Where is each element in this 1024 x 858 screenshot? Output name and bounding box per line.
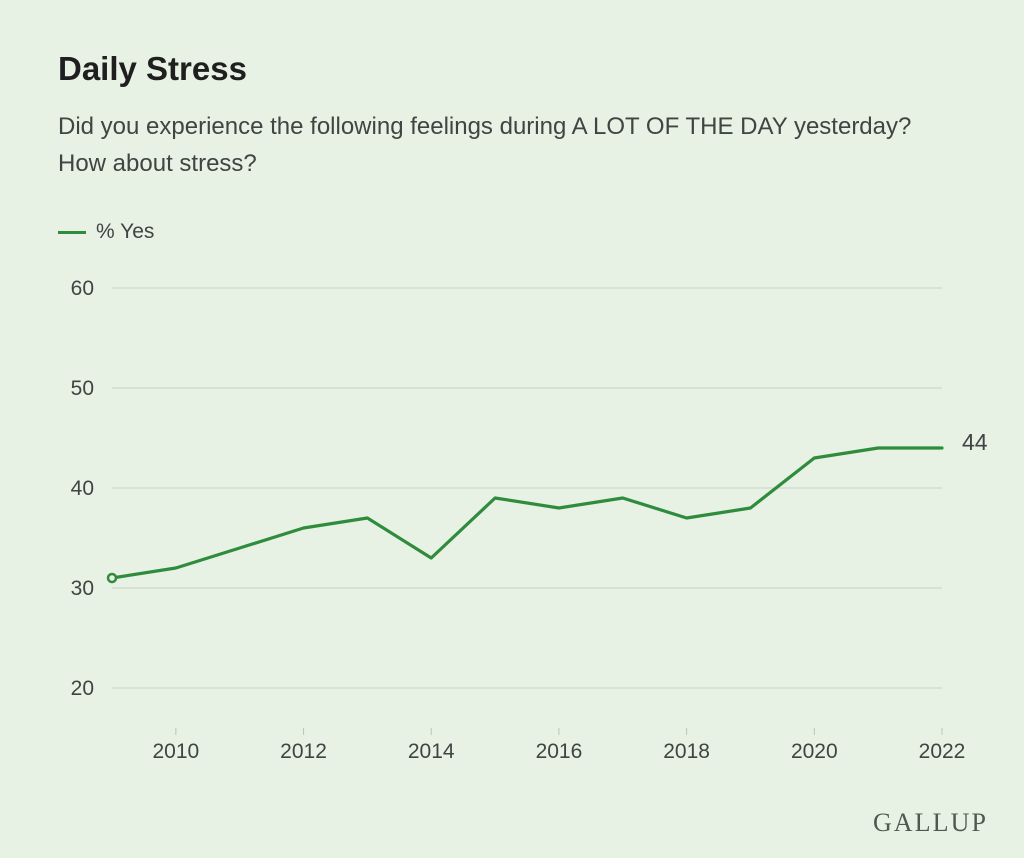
attribution-logo: GALLUP bbox=[873, 808, 988, 838]
y-tick-label: 50 bbox=[71, 377, 94, 400]
y-tick-label: 40 bbox=[71, 477, 94, 500]
x-tick-label: 2014 bbox=[408, 740, 455, 763]
y-tick-label: 20 bbox=[71, 677, 94, 700]
x-tick-label: 2020 bbox=[791, 740, 838, 763]
x-tick-label: 2018 bbox=[663, 740, 710, 763]
x-tick-label: 2022 bbox=[919, 740, 966, 763]
x-tick-label: 2010 bbox=[152, 740, 199, 763]
series-start-marker bbox=[108, 574, 116, 582]
x-tick-label: 2016 bbox=[536, 740, 583, 763]
chart-canvas: Daily Stress Did you experience the foll… bbox=[0, 0, 1024, 858]
y-tick-label: 30 bbox=[71, 577, 94, 600]
y-tick-label: 60 bbox=[71, 277, 94, 300]
x-tick-label: 2012 bbox=[280, 740, 327, 763]
series-end-label: 44 bbox=[962, 429, 988, 456]
line-chart: 20 30 40 50 60 2010 2012 2014 2016 2018 2020 2022 bbox=[0, 0, 1024, 858]
series-line bbox=[112, 448, 942, 578]
